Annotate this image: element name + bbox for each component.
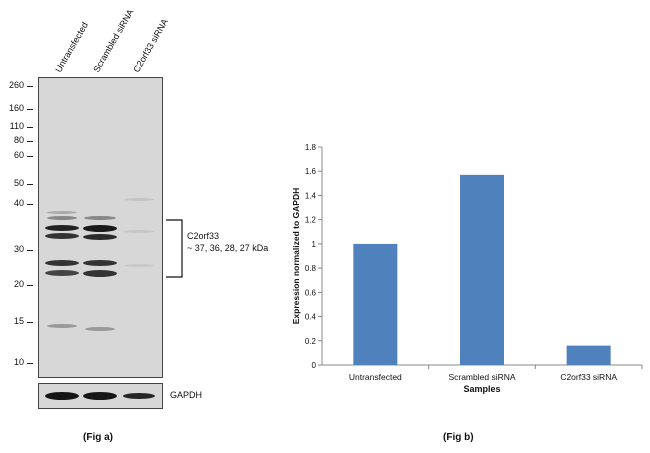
mw-marker: 40 — [13, 198, 24, 208]
y-tick-label: 0.8 — [305, 264, 317, 273]
main-blot-panel — [38, 77, 163, 378]
band — [45, 233, 79, 239]
expression-bar-chart: 0 0.2 0.4 0.6 0.8 1 1.2 1.4 1.6 1.8 Untransfected S… — [291, 143, 643, 394]
mw-tick — [27, 250, 33, 251]
band — [84, 216, 116, 220]
mw-tick — [27, 363, 33, 364]
y-axis-title: Expression normalized to GAPDH — [291, 188, 301, 325]
bar — [460, 174, 504, 365]
mw-marker: 160 — [8, 103, 24, 113]
y-tick-label: 1 — [312, 240, 317, 249]
x-tick-label: C2orf33 siRNA — [560, 372, 617, 382]
mw-marker: 15 — [13, 316, 24, 326]
y-tick-label: 0 — [312, 361, 317, 370]
band — [45, 260, 79, 266]
gapdh-blot-panel — [38, 383, 163, 409]
bar — [353, 243, 398, 365]
band — [124, 230, 154, 233]
mw-tick — [27, 127, 33, 128]
fig-b-caption: (Fig b) — [443, 432, 474, 443]
band — [123, 393, 155, 399]
band — [45, 392, 79, 400]
y-tick-label: 0.6 — [305, 288, 317, 297]
mw-marker: 110 — [9, 121, 24, 131]
mw-tick — [27, 141, 33, 142]
band — [124, 264, 154, 267]
mw-tick — [27, 86, 33, 87]
x-axis-title: Samples — [463, 384, 500, 394]
fig-a-caption: (Fig a) — [83, 432, 113, 443]
y-tick-label: 1.4 — [305, 191, 317, 200]
x-tick-label: Scrambled siRNA — [448, 372, 515, 382]
band — [83, 392, 117, 400]
mw-marker: 10 — [13, 357, 24, 367]
lane-label-scrambled-sirna: Scrambled siRNA — [91, 7, 136, 75]
x-tick-label: Untransfected — [349, 372, 402, 382]
band — [85, 327, 115, 331]
mw-tick — [27, 184, 33, 185]
bracket-label-sizes: ~ 37, 36, 28, 27 kDa — [187, 243, 269, 253]
band — [47, 211, 77, 214]
lane-label-c2orf33-sirna: C2orf33 siRNA — [131, 17, 171, 74]
y-tick-label: 1.2 — [305, 216, 317, 225]
mw-tick — [27, 204, 33, 205]
mw-marker: 80 — [13, 135, 24, 145]
band — [83, 260, 117, 266]
y-tick-label: 1.8 — [305, 143, 317, 152]
mw-tick — [27, 109, 33, 110]
band — [47, 216, 77, 220]
y-tick-label: 1.6 — [305, 167, 317, 176]
band — [45, 225, 79, 231]
lane-label-untransfected: Untransfected — [53, 20, 91, 74]
y-tick-label: 0.2 — [305, 337, 317, 346]
y-tick-label: 0.4 — [305, 313, 317, 322]
band — [47, 324, 77, 328]
mw-tick — [27, 285, 33, 286]
loading-control-label: GAPDH — [170, 390, 203, 400]
mw-tick — [27, 156, 33, 157]
band — [83, 234, 117, 240]
bracket-label-protein: C2orf33 — [187, 231, 220, 241]
band-bracket — [166, 219, 183, 278]
band — [83, 270, 117, 277]
mw-marker: 50 — [13, 178, 24, 188]
band — [124, 198, 154, 201]
band — [83, 225, 117, 232]
mw-marker: 260 — [8, 80, 24, 90]
mw-marker: 30 — [13, 244, 24, 254]
mw-tick — [27, 322, 33, 323]
band — [45, 270, 79, 276]
mw-marker: 20 — [13, 279, 24, 289]
bar — [566, 345, 611, 365]
mw-marker: 60 — [13, 150, 24, 160]
